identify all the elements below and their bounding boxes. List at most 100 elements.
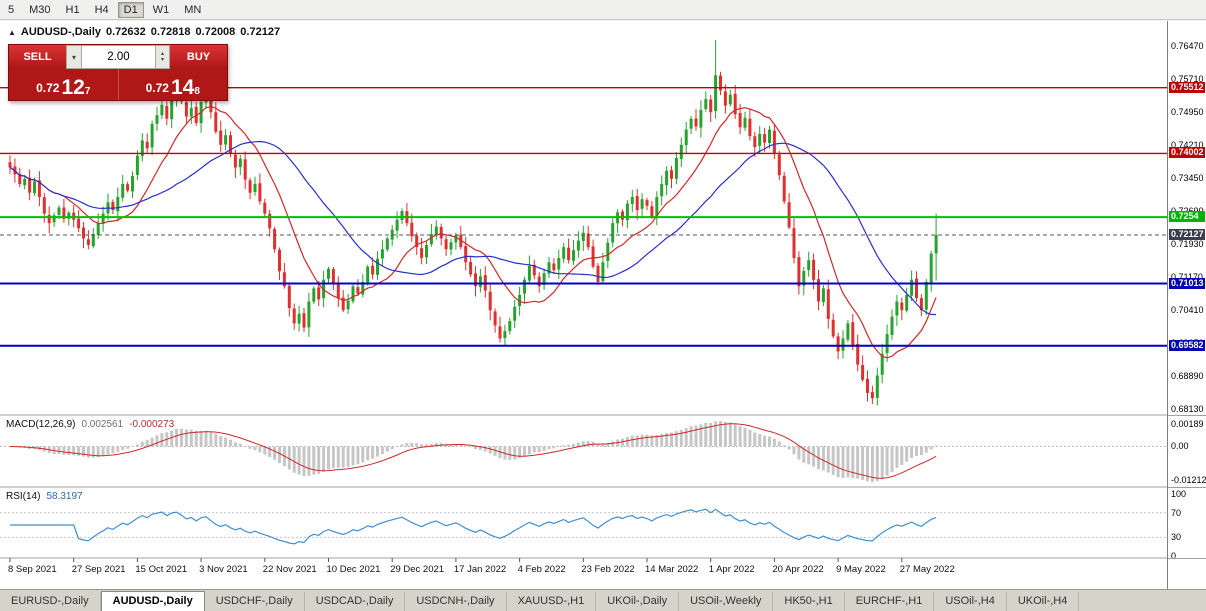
chart-symbol: AUDUSD-,Daily — [20, 26, 101, 38]
buy-price[interactable]: 0.72 14 8 — [119, 69, 228, 100]
chart-tab-xauusd-h1[interactable]: XAUUSD-,H1 — [507, 592, 597, 611]
chevron-down-icon: ▾ — [71, 52, 76, 62]
macd-signal-line — [9, 423, 937, 479]
chart-tab-ukoil-daily[interactable]: UKOil-,Daily — [596, 592, 680, 611]
buy-price-big: 14 — [170, 76, 195, 99]
chart-tab-ukoil-h4[interactable]: UKOil-,H4 — [1007, 592, 1080, 611]
pane-divider — [1168, 415, 1206, 416]
price-line-label: 0.71013 — [1169, 277, 1205, 289]
date-label: 14 Mar 2022 — [645, 564, 698, 575]
date-label: 20 Apr 2022 — [772, 564, 823, 575]
chart-tab-eurchf-h1[interactable]: EURCHF-,H1 — [845, 592, 935, 611]
rsi-axis-label: 0 — [1171, 551, 1177, 561]
one-click-trading-panel: SELL ▾ 2.00 ▴ ▾ BUY 0.72 12 7 0.72 14 8 — [8, 44, 228, 101]
timeframe-d1[interactable]: D1 — [117, 1, 144, 18]
chart-open: 0.72632 — [106, 26, 146, 38]
timeframe-w1[interactable]: W1 — [152, 3, 170, 16]
volume-input[interactable]: 2.00 — [82, 45, 156, 69]
rsi-axis-label: 70 — [1171, 507, 1182, 518]
chart-canvas[interactable]: 8 Sep 2021 27 Sep 2021 15 Oct 2021 3 Nov 20… — [0, 21, 1167, 589]
chart-low: 0.72008 — [195, 26, 236, 38]
ma-slow-line — [9, 140, 937, 316]
chart-tab-hk50-h1[interactable]: HK50-,H1 — [773, 592, 845, 611]
chart-high: 0.72818 — [150, 26, 191, 38]
price-tick: 0.68890 — [1171, 371, 1204, 381]
chart-tab-usdcad-daily[interactable]: USDCAD-,Daily — [305, 592, 406, 611]
rsi-value: 58.3197 — [46, 491, 83, 502]
sell-price-sup: 7 — [84, 86, 91, 97]
price-tick: 0.73450 — [1171, 173, 1204, 183]
date-label: 27 May 2022 — [900, 564, 955, 575]
candlestick-series — [8, 39, 938, 406]
trade-panel-prices: 0.72 12 7 0.72 14 8 — [9, 69, 227, 100]
price-line-label: 0.74002 — [1169, 147, 1205, 159]
macd-axis-min: -0.01212 — [1171, 475, 1206, 485]
price-axis[interactable]: 0.76470 0.75710 0.74950 0.74210 0.73450 0.726… — [1167, 21, 1206, 589]
horizontal-lines — [0, 86, 1167, 347]
date-label: 1 Apr 2022 — [709, 564, 755, 575]
chart-tab-audusd-daily[interactable]: AUDUSD-,Daily — [100, 591, 205, 611]
buy-button[interactable]: BUY — [170, 45, 227, 69]
timeframe-h1[interactable]: H1 — [65, 3, 80, 16]
macd-axis-max: 0.00189 — [1171, 419, 1204, 429]
price-tick: 0.70410 — [1171, 305, 1204, 315]
macd-title: MACD(12,26,9) — [6, 419, 76, 430]
rsi-label: RSI(14) 58.3197 — [6, 491, 83, 502]
price-line-label: 0.7254 — [1169, 211, 1205, 223]
date-label: 3 Nov 2021 — [199, 564, 248, 575]
chart-tab-usoil-weekly[interactable]: USOil-,Weekly — [679, 592, 774, 611]
macd-label: MACD(12,26,9) 0.002561 -0.000273 — [6, 419, 174, 430]
chart-marker-icon: ▲ — [8, 27, 16, 37]
chart-tab-usdcnh-daily[interactable]: USDCNH-,Daily — [405, 592, 507, 611]
macd-main-value: 0.002561 — [81, 419, 124, 430]
sell-price-big: 12 — [61, 76, 85, 99]
date-label: 15 Oct 2021 — [135, 564, 187, 575]
pane-divider — [1168, 558, 1206, 559]
chart-tab-usdchf-daily[interactable]: USDCHF-,Daily — [205, 592, 305, 611]
sell-price-prefix: 0.72 — [36, 81, 60, 95]
moving-averages — [9, 106, 937, 359]
rsi-axis-label: 100 — [1171, 489, 1187, 499]
macd-signal-value: -0.000273 — [129, 419, 175, 430]
volume-dropdown-button[interactable]: ▾ — [66, 45, 82, 69]
rsi-axis-label: 30 — [1171, 532, 1182, 543]
price-tick: 0.76470 — [1171, 41, 1204, 51]
chart-close: 0.72127 — [240, 26, 281, 38]
date-label: 9 May 2022 — [836, 564, 886, 575]
chart-plot: 8 Sep 2021 27 Sep 2021 15 Oct 2021 3 Nov 20… — [0, 39, 1167, 575]
sell-button[interactable]: SELL — [9, 45, 66, 69]
price-tick: 0.75710 — [1171, 74, 1204, 84]
price-line-label: 0.72127 — [1169, 229, 1205, 241]
price-line-label: 0.69582 — [1169, 339, 1205, 351]
timeframe-5[interactable]: 5 — [8, 3, 15, 16]
timeframe-mn[interactable]: MN — [184, 3, 202, 16]
price-line-label: 0.75512 — [1169, 81, 1205, 93]
date-label: 8 Sep 2021 — [8, 564, 57, 575]
volume-stepper[interactable]: ▴ ▾ — [156, 45, 170, 69]
rsi-line — [10, 508, 937, 545]
timeframe-h4[interactable]: H4 — [94, 3, 109, 16]
buy-price-sup: 8 — [194, 86, 200, 97]
timeframe-toolbar: 5 M30 H1 H4 D1 W1 MN — [0, 0, 1206, 20]
chart-tab-usoil-h4[interactable]: USOil-,H4 — [934, 592, 1007, 611]
date-axis: 8 Sep 2021 27 Sep 2021 15 Oct 2021 3 Nov 20… — [8, 558, 955, 575]
price-tick: 0.68130 — [1171, 404, 1204, 414]
macd-axis-zero: 0.00 — [1171, 441, 1189, 452]
rsi-title: RSI(14) — [6, 491, 41, 502]
pane-divider — [1168, 487, 1206, 488]
trade-panel-controls: SELL ▾ 2.00 ▴ ▾ BUY — [9, 45, 227, 69]
chart-tabs-bar: EURUSD-,Daily AUDUSD-,Daily USDCHF-,Daily U… — [0, 589, 1206, 611]
price-tick: 0.71170 — [1171, 272, 1203, 282]
price-tick: 0.74210 — [1171, 140, 1204, 150]
sell-price[interactable]: 0.72 12 7 — [9, 69, 119, 100]
date-label: 27 Sep 2021 — [72, 564, 126, 575]
date-label: 10 Dec 2021 — [327, 564, 381, 575]
price-tick: 0.72690 — [1171, 206, 1204, 216]
price-tick: 0.71930 — [1171, 239, 1204, 249]
rsi-indicator — [0, 508, 1167, 545]
date-label: 29 Dec 2021 — [390, 564, 444, 575]
date-label: 4 Feb 2022 — [518, 564, 566, 575]
timeframe-m30[interactable]: M30 — [29, 3, 51, 16]
chart-tab-eurusd-daily[interactable]: EURUSD-,Daily — [0, 592, 101, 611]
date-label: 23 Feb 2022 — [581, 564, 634, 575]
